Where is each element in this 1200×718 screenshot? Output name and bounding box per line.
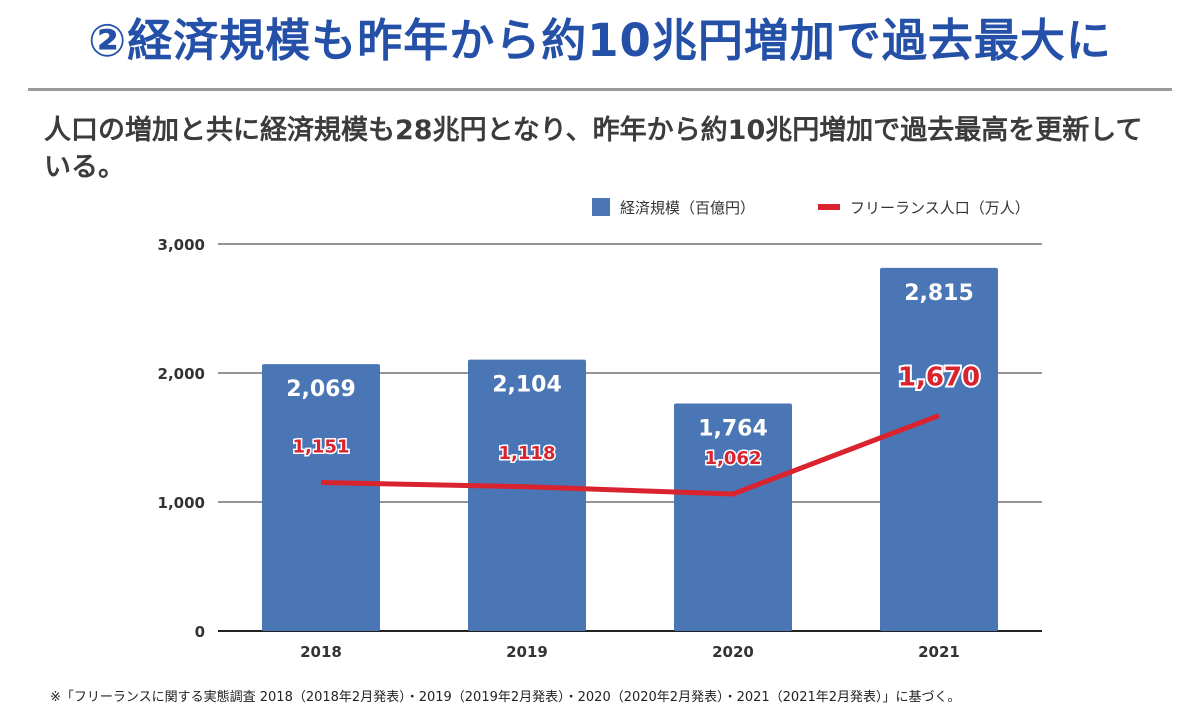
- bar-value-label: 2,069: [286, 377, 356, 402]
- x-tick-label: 2021: [918, 643, 960, 661]
- line-value-label: 1,151: [293, 437, 350, 458]
- y-tick-label: 2,000: [158, 365, 205, 383]
- legend-bar-label: 経済規模（百億円）: [620, 199, 755, 217]
- bar-value-label: 2,815: [904, 281, 974, 306]
- bar-value-label: 1,764: [698, 416, 768, 441]
- line-layer: [320, 413, 940, 497]
- bar-layer: [262, 267, 998, 631]
- label-layer: 2,069 2,104 1,764 2,815 1,151 1,118 1,062 1,670: [286, 281, 982, 471]
- x-tick-label: 2018: [300, 643, 342, 661]
- legend-line-label: フリーランス人口（万人）: [850, 199, 1030, 217]
- legend: 経済規模（百億円） フリーランス人口（万人）: [592, 198, 1030, 217]
- footnote: ※「フリーランスに関する実態調査 2018（2018年2月発表）・2019（20…: [50, 690, 961, 705]
- legend-bar-swatch: [592, 198, 610, 216]
- y-tick-label: 1,000: [158, 494, 205, 512]
- x-tick-label: 2019: [506, 643, 548, 661]
- page-subtitle: 人口の増加と共に経済規模も28兆円となり、昨年から約10兆円増加で過去最高を更新…: [44, 115, 1143, 183]
- bar: [880, 267, 998, 631]
- x-tick-label: 2020: [712, 643, 754, 661]
- y-tick-label: 3,000: [158, 236, 205, 254]
- title-divider: [28, 88, 1172, 91]
- bar: [468, 359, 586, 631]
- bar: [262, 364, 380, 631]
- bar: [674, 403, 792, 631]
- freelance-population-line: [320, 413, 940, 497]
- line-value-label: 1,118: [499, 443, 556, 464]
- bar-value-label: 2,104: [492, 373, 562, 398]
- y-tick-label: 0: [195, 623, 205, 641]
- line-value-label: 1,670: [898, 363, 980, 393]
- page-title: ②経済規模も昨年から約10兆円増加で過去最大に: [88, 14, 1112, 67]
- legend-line-swatch: [818, 204, 840, 210]
- line-value-label: 1,062: [705, 448, 762, 469]
